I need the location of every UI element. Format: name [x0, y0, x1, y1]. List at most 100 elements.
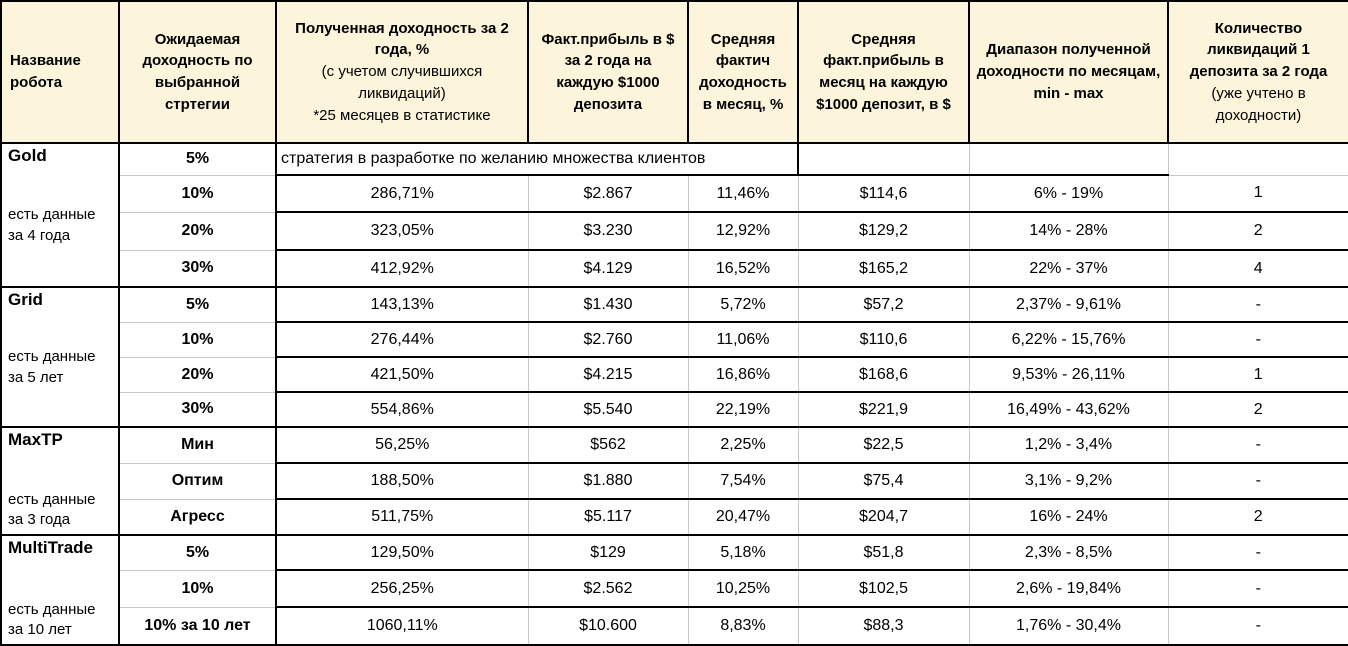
value-cell: -: [1167, 321, 1348, 358]
value-cell: 16,52%: [687, 249, 799, 288]
empty-cell: [1167, 142, 1348, 176]
column-header-expected-return: Ожидаемая доходность по выбранной стртег…: [118, 0, 277, 144]
header-title: Ожидаемая доходность по выбранной стртег…: [142, 30, 253, 113]
strategy-cell: Мин: [118, 426, 277, 464]
header-title: Полученная доходность за 2 года, %: [295, 19, 509, 59]
table-row: 30% 412,92% $4.129 16,52% $165,2 22% - 3…: [1, 249, 1348, 288]
robot-group-grid: Grid есть данные за 5 лет: [0, 286, 120, 428]
value-cell: $110,6: [797, 321, 970, 358]
value-cell: $4.129: [527, 249, 689, 288]
value-cell: -: [1167, 286, 1348, 323]
value-cell: 1,76% - 30,4%: [968, 606, 1169, 646]
value-cell: 3,1% - 9,2%: [968, 462, 1169, 500]
strategy-cell: 20%: [118, 356, 277, 393]
table-row: MaxTP есть данные за 3 года Мин 56,25% $…: [0, 426, 1348, 536]
robot-name: Grid: [8, 290, 43, 309]
value-cell: 2,6% - 19,84%: [968, 569, 1169, 608]
value-cell: 129,50%: [275, 534, 529, 571]
robot-name: MultiTrade: [8, 538, 94, 557]
strategy-cell: 10%: [118, 174, 277, 213]
header-title: Средняя фактич доходность в месяц, %: [699, 30, 787, 113]
value-cell: 14% - 28%: [968, 211, 1169, 251]
strategy-cell: Оптим: [118, 462, 277, 500]
column-header-liquidations: Количество ликвидаций 1 депозита за 2 го…: [1167, 0, 1348, 144]
value-cell: $168,6: [797, 356, 970, 393]
value-cell: -: [1167, 569, 1348, 608]
strategy-cell: 5%: [118, 286, 277, 323]
value-cell: 143,13%: [275, 286, 529, 323]
table-row: 20% 421,50% $4.215 16,86% $168,6 9,53% -…: [1, 356, 1348, 393]
strategy-cell: 10%: [118, 569, 277, 608]
robot-group-gold: Gold есть данные за 4 года: [0, 142, 120, 288]
table-row: 10% 276,44% $2.760 11,06% $110,6 6,22% -…: [1, 321, 1348, 358]
strategy-cell: 10% за 10 лет: [118, 606, 277, 646]
robot-name: Gold: [8, 146, 47, 165]
robot-name: MaxTP: [8, 430, 63, 449]
value-cell: $2.867: [527, 174, 689, 213]
value-cell: $114,6: [797, 174, 970, 213]
strategy-cell: 5%: [118, 534, 277, 571]
value-cell: $204,7: [797, 498, 970, 536]
value-cell: 1060,11%: [275, 606, 529, 646]
value-cell: 511,75%: [275, 498, 529, 536]
value-cell: 2,3% - 8,5%: [968, 534, 1169, 571]
value-cell: $1.880: [527, 462, 689, 500]
strategy-cell: 10%: [118, 321, 277, 358]
robot-label: Grid есть данные за 5 лет: [3, 289, 117, 425]
robot-group-maxtp: MaxTP есть данные за 3 года: [0, 426, 120, 536]
value-cell: $5.117: [527, 498, 689, 536]
column-header-robot-name: Название робота: [0, 0, 120, 144]
value-cell: 2: [1167, 498, 1348, 536]
value-cell: 7,54%: [687, 462, 799, 500]
value-cell: 12,92%: [687, 211, 799, 251]
header-row: Название робота Ожидаемая доходность по …: [0, 0, 1348, 144]
column-header-avg-monthly-profit: Средняя факт.прибыль в месяц на каждую $…: [797, 0, 970, 144]
value-cell: $4.215: [527, 356, 689, 393]
robot-data-note: есть данные за 4 года: [8, 206, 96, 244]
robot-label: MultiTrade есть данные за 10 лет: [3, 537, 117, 643]
table-row: 30% 554,86% $5.540 22,19% $221,9 16,49% …: [1, 391, 1348, 428]
value-cell: 16,49% - 43,62%: [968, 391, 1169, 428]
value-cell: 11,46%: [687, 174, 799, 213]
value-cell: 22,19%: [687, 391, 799, 428]
value-cell: $3.230: [527, 211, 689, 251]
table-row: Агресс 511,75% $5.117 20,47% $204,7 16% …: [1, 498, 1348, 536]
value-cell: $221,9: [797, 391, 970, 428]
header-title: Количество ликвидаций 1 депозита за 2 го…: [1189, 19, 1328, 81]
value-cell: 5,18%: [687, 534, 799, 571]
header-title: Название робота: [10, 52, 81, 91]
table-row: 10% 256,25% $2.562 10,25% $102,5 2,6% - …: [1, 569, 1348, 608]
value-cell: 412,92%: [275, 249, 529, 288]
value-cell: $2.760: [527, 321, 689, 358]
header-title: Факт.прибыль в $ за 2 года на каждую $10…: [541, 30, 675, 113]
table-row: 20% 323,05% $3.230 12,92% $129,2 14% - 2…: [1, 211, 1348, 251]
value-cell: 6,22% - 15,76%: [968, 321, 1169, 358]
value-cell: 2: [1167, 211, 1348, 251]
value-cell: -: [1167, 462, 1348, 500]
table-row: Gold есть данные за 4 года 5% стратегия …: [0, 142, 1348, 288]
value-cell: 6% - 19%: [968, 174, 1169, 213]
column-header-actual-profit: Факт.прибыль в $ за 2 года на каждую $10…: [527, 0, 689, 144]
value-cell: 4: [1167, 249, 1348, 288]
value-cell: 10,25%: [687, 569, 799, 608]
value-cell: 2,25%: [687, 426, 799, 464]
value-cell: 2: [1167, 391, 1348, 428]
value-cell: 22% - 37%: [968, 249, 1169, 288]
robot-group-multitrade: MultiTrade есть данные за 10 лет: [0, 534, 120, 646]
column-header-avg-monthly-return: Средняя фактич доходность в месяц, %: [687, 0, 799, 144]
strategy-cell: 20%: [118, 211, 277, 251]
column-header-received-return: Полученная доходность за 2 года, % (с уч…: [275, 0, 529, 144]
empty-cell: [797, 142, 970, 176]
robot-label: MaxTP есть данные за 3 года: [3, 429, 117, 533]
value-cell: -: [1167, 534, 1348, 571]
value-cell: 1: [1167, 174, 1348, 213]
value-cell: 9,53% - 26,11%: [968, 356, 1169, 393]
value-cell: $129,2: [797, 211, 970, 251]
value-cell: -: [1167, 426, 1348, 464]
value-cell: -: [1167, 606, 1348, 646]
value-cell: 20,47%: [687, 498, 799, 536]
value-cell: 188,50%: [275, 462, 529, 500]
value-cell: 286,71%: [275, 174, 529, 213]
value-cell: $562: [527, 426, 689, 464]
